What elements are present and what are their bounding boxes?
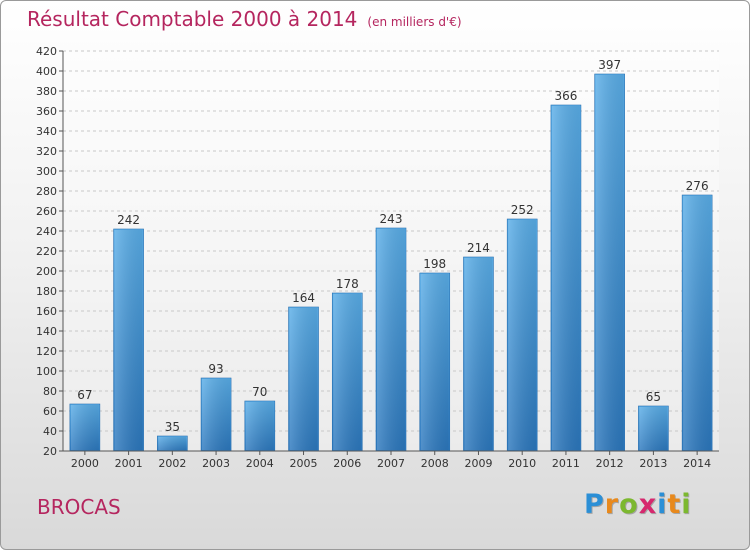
bar-highlight <box>70 405 99 450</box>
logo-letter: i <box>657 489 668 520</box>
x-tick-label: 2000 <box>71 457 99 470</box>
y-tick-label: 360 <box>36 105 57 118</box>
value-label: 67 <box>77 388 92 402</box>
value-label: 366 <box>554 89 577 103</box>
x-tick-label: 2006 <box>333 457 361 470</box>
x-tick-label: 2014 <box>683 457 711 470</box>
y-tick-label: 220 <box>36 245 57 258</box>
bar-highlight <box>245 402 274 450</box>
x-tick-label: 2004 <box>246 457 274 470</box>
value-label: 164 <box>292 291 315 305</box>
bar-highlight <box>683 196 712 450</box>
bar-highlight <box>551 106 580 450</box>
chart-title: Résultat Comptable 2000 à 2014 (en millie… <box>27 7 462 31</box>
x-tick-label: 2003 <box>202 457 230 470</box>
x-tick-label: 2009 <box>464 457 492 470</box>
bar-highlight <box>464 258 493 450</box>
y-tick-label: 20 <box>43 445 57 458</box>
logo-letter: P <box>584 489 605 520</box>
proxiti-logo: Proxiti <box>584 489 692 520</box>
bar-highlight <box>114 230 143 450</box>
value-label: 397 <box>598 58 621 72</box>
x-tick-label: 2007 <box>377 457 405 470</box>
logo-letter: o <box>619 489 639 520</box>
value-labels: 67 242 35 93 70 164 178 243 198 214 252 366 397 65 276 <box>77 58 708 434</box>
y-tick-label: 280 <box>36 185 57 198</box>
bar-highlight <box>508 220 537 450</box>
bar-highlight <box>289 308 318 450</box>
x-tick-label: 2010 <box>508 457 536 470</box>
y-tick-label: 320 <box>36 145 57 158</box>
value-label: 252 <box>511 203 534 217</box>
bars <box>69 73 713 452</box>
value-label: 214 <box>467 241 490 255</box>
x-tick-label: 2011 <box>552 457 580 470</box>
value-label: 276 <box>686 179 709 193</box>
y-tick-label: 400 <box>36 65 57 78</box>
value-label: 198 <box>423 257 446 271</box>
y-tick-label: 80 <box>43 385 57 398</box>
commune-name: BROCAS <box>37 495 121 519</box>
y-tick-label: 40 <box>43 425 57 438</box>
y-tick-label: 100 <box>36 365 57 378</box>
x-tick-label: 2002 <box>158 457 186 470</box>
chart-subtitle: (en milliers d'€) <box>367 15 462 29</box>
value-label: 70 <box>252 385 267 399</box>
y-tick-label: 260 <box>36 205 57 218</box>
value-label: 93 <box>208 362 223 376</box>
x-tick-label: 2005 <box>290 457 318 470</box>
value-label: 35 <box>165 420 180 434</box>
logo-letter: r <box>604 489 620 520</box>
y-tick-label: 300 <box>36 165 57 178</box>
y-tick-label: 140 <box>36 325 57 338</box>
bar-highlight <box>595 75 624 450</box>
bar-highlight <box>202 379 231 450</box>
x-tick-label: 2012 <box>596 457 624 470</box>
y-tick-label: 240 <box>36 225 57 238</box>
x-tick-label: 2001 <box>115 457 143 470</box>
x-tick-label: 2008 <box>421 457 449 470</box>
bar-highlight <box>639 407 668 450</box>
value-label: 243 <box>380 212 403 226</box>
y-tick-label: 180 <box>36 285 57 298</box>
logo-letter: x <box>638 489 658 520</box>
y-tick-label: 420 <box>36 45 57 58</box>
y-tick-label: 60 <box>43 405 57 418</box>
x-tick-label: 2013 <box>639 457 667 470</box>
value-label: 178 <box>336 277 359 291</box>
y-tick-label: 120 <box>36 345 57 358</box>
axes: 20 40 60 80 100 120 140 160 180 200 220 240 260 280 30… <box>36 45 719 470</box>
y-tick-label: 200 <box>36 265 57 278</box>
value-label: 65 <box>646 390 661 404</box>
y-tick-label: 160 <box>36 305 57 318</box>
y-tick-label: 340 <box>36 125 57 138</box>
logo-letter: i <box>681 489 692 520</box>
bar-highlight <box>420 274 449 450</box>
bar-highlight <box>333 294 362 450</box>
chart-title-text: Résultat Comptable 2000 à 2014 <box>27 7 358 31</box>
y-tick-label: 380 <box>36 85 57 98</box>
bar-highlight <box>158 437 187 450</box>
bar-highlight <box>377 229 405 450</box>
value-label: 242 <box>117 213 140 227</box>
logo-letter: t <box>667 489 682 520</box>
